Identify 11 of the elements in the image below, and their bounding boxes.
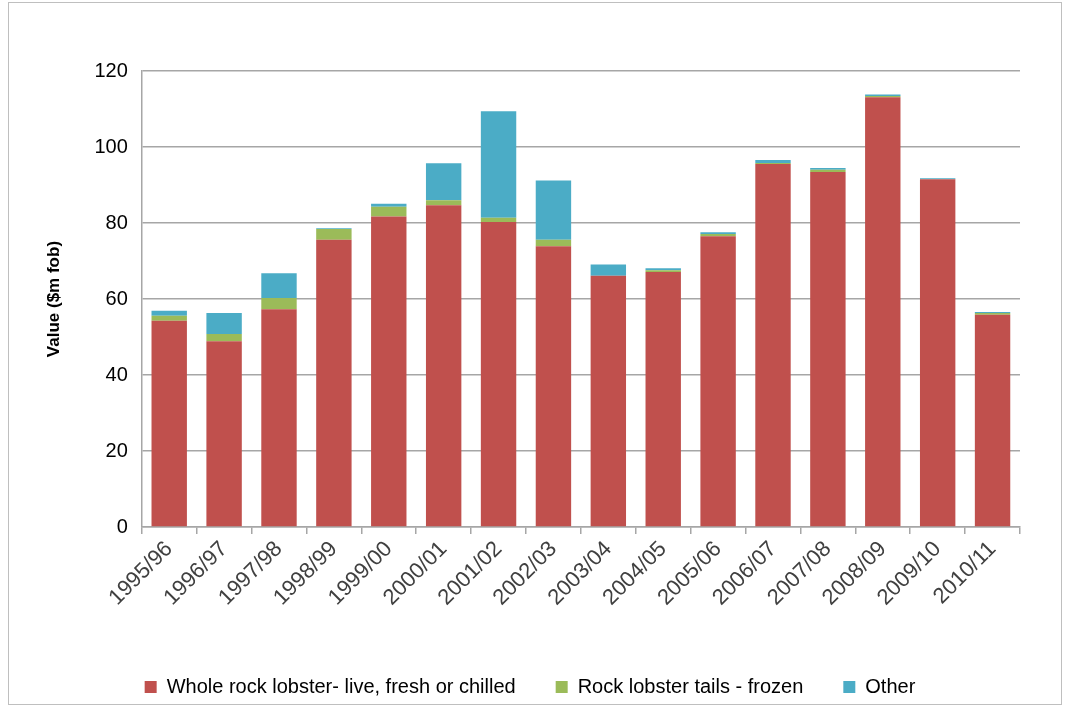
legend-label: Whole rock lobster- live, fresh or chilled: [166, 674, 516, 697]
y-tick-label: 80: [105, 210, 128, 233]
legend-label: Other: [865, 674, 916, 697]
legend-label: Rock lobster tails - frozen: [577, 674, 804, 697]
y-tick-label: 20: [105, 438, 128, 461]
y-tick-label: 120: [94, 58, 128, 81]
y-tick-label: 0: [116, 514, 128, 537]
y-axis-title: Value ($m fob): [43, 240, 63, 358]
y-tick-label: 40: [105, 362, 128, 385]
y-tick-label: 60: [105, 286, 128, 309]
y-tick-label: 100: [94, 134, 128, 157]
